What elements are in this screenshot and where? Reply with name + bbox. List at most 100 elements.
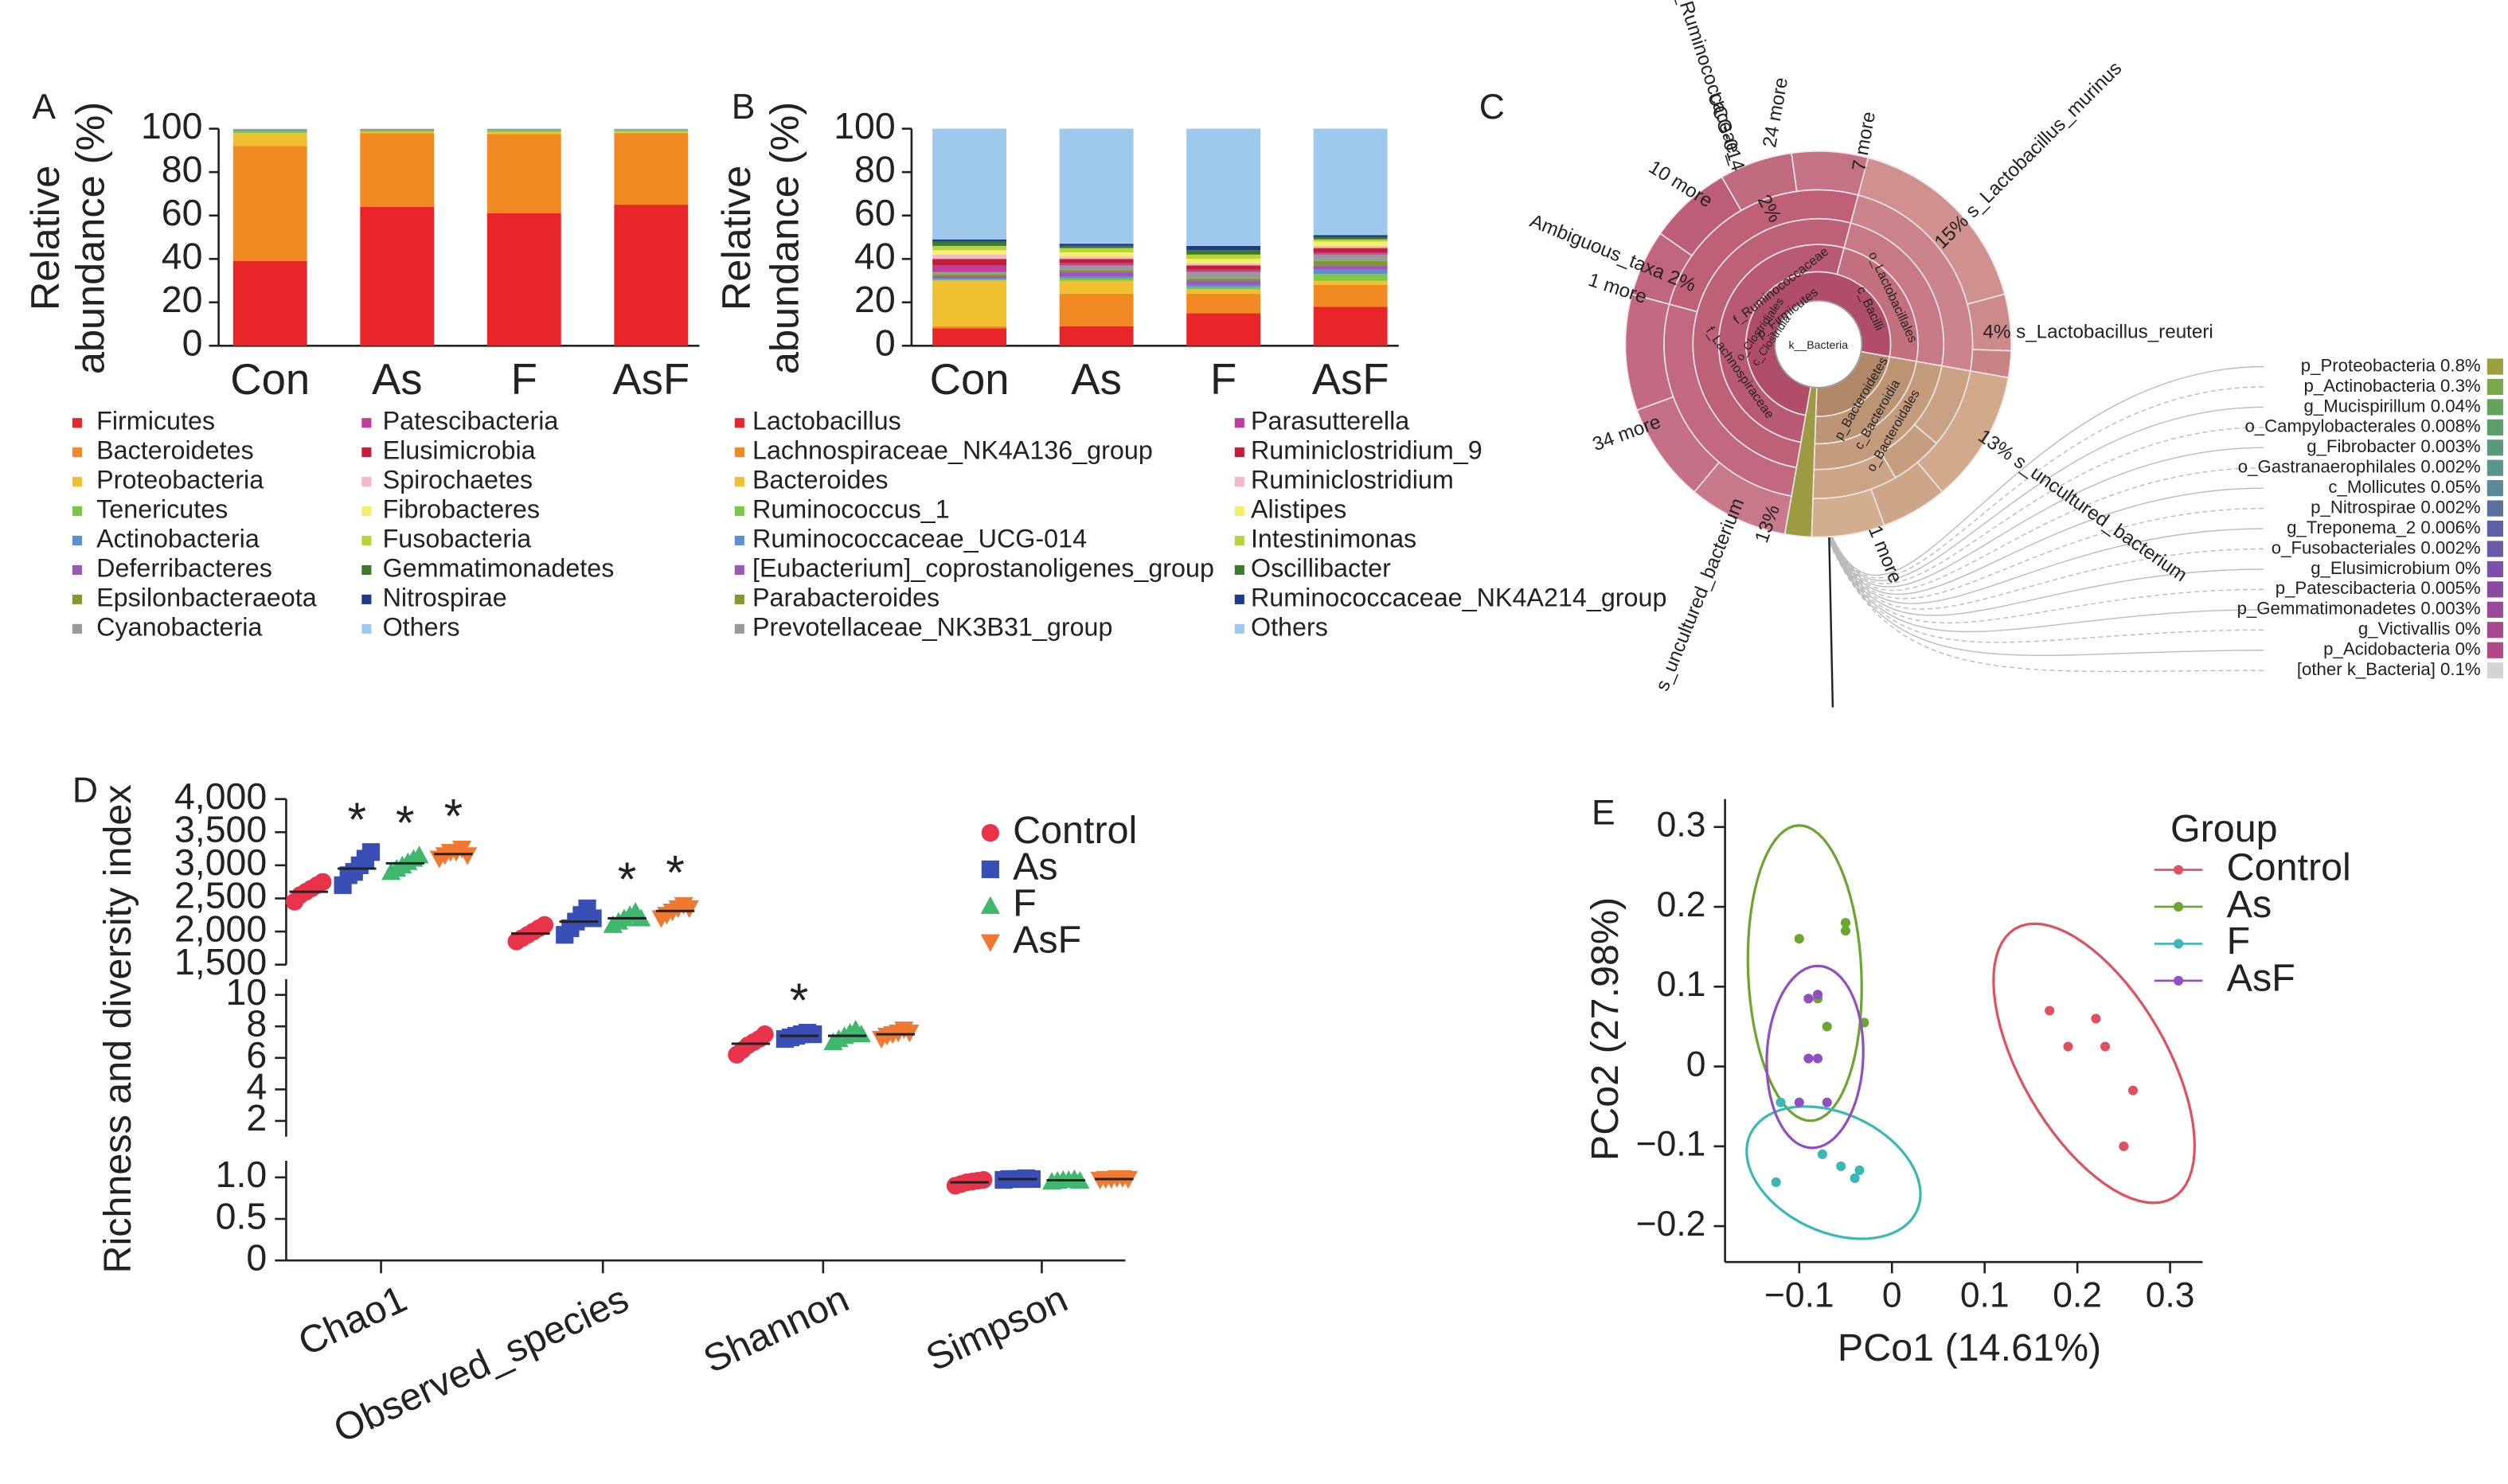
legend-label: Elusimicrobia bbox=[383, 436, 536, 465]
legend-label: Gemmatimonadetes bbox=[383, 553, 615, 582]
legend-swatch bbox=[734, 447, 744, 458]
legend-label: p_Patescibacteria 0.005% bbox=[2276, 578, 2481, 598]
y-tick-label: 8 bbox=[246, 1002, 267, 1044]
bar-segment bbox=[932, 241, 1007, 246]
legend-swatch bbox=[361, 623, 372, 634]
krona-label: 4% s_Lactobacillus_reuteri bbox=[1983, 322, 2213, 343]
y-tick-label: −0.2 bbox=[1636, 1205, 1706, 1244]
legend-swatch bbox=[361, 477, 372, 487]
legend-swatch bbox=[1234, 447, 1244, 458]
bar-segment bbox=[932, 245, 1007, 251]
confidence-ellipse bbox=[1746, 824, 1863, 1123]
bar-segment bbox=[232, 131, 307, 134]
bar-segment bbox=[1313, 239, 1388, 242]
bar-segment bbox=[932, 250, 1007, 255]
y-tick-label: 2,000 bbox=[174, 908, 267, 949]
legend-label: AsF bbox=[1013, 918, 1081, 961]
legend-swatch bbox=[734, 594, 744, 604]
data-point bbox=[1817, 1149, 1827, 1159]
legend-swatch bbox=[734, 418, 744, 428]
bar-segment bbox=[1059, 245, 1134, 248]
data-point bbox=[457, 847, 478, 865]
panel-label: B bbox=[732, 88, 756, 127]
x-tick-label: Con bbox=[930, 355, 1010, 404]
data-point bbox=[1850, 1173, 1860, 1184]
legend-swatch bbox=[734, 623, 744, 634]
data-point bbox=[1771, 1177, 1781, 1188]
legend-marker bbox=[2174, 901, 2184, 912]
bar-segment bbox=[1186, 263, 1261, 266]
data-point bbox=[1840, 926, 1851, 936]
legend-label: Parabacteroides bbox=[752, 583, 940, 611]
legend-label: p_Nitrospirae 0.002% bbox=[2311, 497, 2481, 517]
bar-segment bbox=[1059, 252, 1134, 257]
x-axis-label: PCo1 (14.61%) bbox=[1838, 1326, 2101, 1369]
bar-segment bbox=[1186, 287, 1261, 290]
legend-swatch bbox=[72, 477, 82, 487]
legend-swatch bbox=[361, 418, 372, 428]
legend-swatch bbox=[2487, 419, 2503, 435]
bar-segment bbox=[1186, 280, 1261, 285]
krona-label: 15% s_Lactobacillus_murinus bbox=[1931, 57, 2127, 253]
bar-segment bbox=[932, 259, 1007, 266]
legend-label: Nitrospirae bbox=[383, 583, 507, 611]
legend-label: Proteobacteria bbox=[96, 466, 264, 494]
y-tick-label: 1.0 bbox=[216, 1154, 268, 1195]
bar-segment bbox=[1059, 271, 1134, 277]
connector bbox=[1829, 447, 2264, 588]
legend-swatch bbox=[72, 447, 82, 458]
legend-swatch bbox=[1234, 477, 1244, 487]
bar-segment bbox=[232, 133, 307, 146]
bar-segment bbox=[1186, 271, 1261, 279]
data-point bbox=[2127, 1085, 2139, 1095]
legend-label: F bbox=[1013, 882, 1037, 925]
x-tick-label: F bbox=[511, 355, 537, 404]
bar-segment bbox=[360, 133, 435, 207]
bar-segment bbox=[932, 328, 1007, 346]
bar-segment bbox=[1313, 241, 1388, 246]
legend-label: Lactobacillus bbox=[752, 407, 901, 435]
bar-segment bbox=[614, 129, 689, 130]
bar-segment bbox=[1313, 284, 1388, 307]
y-tick-label: 0 bbox=[875, 322, 896, 364]
y-tick-label: 0.2 bbox=[1657, 885, 1706, 924]
legend-label: g_Elusimicrobium 0% bbox=[2311, 558, 2480, 578]
data-point bbox=[975, 1170, 993, 1189]
legend-swatch bbox=[1234, 594, 1244, 604]
krona-label: UCG-014 bbox=[1703, 90, 1748, 174]
bar-segment bbox=[614, 133, 689, 205]
bar-segment bbox=[1313, 128, 1388, 236]
bar-segment bbox=[1186, 293, 1261, 314]
y-tick-label: 100 bbox=[834, 105, 895, 146]
y-tick-label: 0 bbox=[182, 322, 203, 364]
data-point bbox=[1794, 1097, 1804, 1107]
bar-segment bbox=[932, 265, 1007, 272]
connector bbox=[1829, 467, 2264, 592]
legend-label: Control bbox=[1013, 809, 1137, 852]
legend-marker bbox=[980, 896, 1000, 914]
confidence-ellipse bbox=[1765, 964, 1865, 1150]
legend-label: AsF bbox=[2227, 957, 2295, 1000]
legend-label: Prevotellaceae_NK3B31_group bbox=[752, 612, 1112, 641]
legend-label: As bbox=[1013, 845, 1058, 888]
legend-swatch bbox=[2487, 399, 2503, 416]
significance: * bbox=[347, 792, 366, 846]
legend-swatch bbox=[734, 477, 744, 487]
y-tick-label: 2 bbox=[246, 1097, 267, 1138]
legend-label: Ruminiclostridium_9 bbox=[1251, 436, 1483, 465]
legend-label: Intestinimonas bbox=[1251, 525, 1416, 553]
y-axis-label: abundance (%) bbox=[762, 102, 807, 374]
legend-swatch bbox=[72, 418, 82, 428]
panel-label: A bbox=[32, 88, 56, 127]
bar-segment bbox=[932, 326, 1007, 329]
connector bbox=[1829, 539, 2264, 623]
panel-label: E bbox=[1592, 794, 1615, 833]
data-point bbox=[2063, 1041, 2073, 1052]
confidence-ellipse bbox=[1745, 1105, 1922, 1240]
y-tick-label: 60 bbox=[162, 192, 203, 233]
data-point bbox=[314, 873, 332, 891]
legend-swatch bbox=[2487, 662, 2503, 679]
data-point bbox=[756, 1025, 774, 1044]
legend-label: [other k_Bacteria] 0.1% bbox=[2297, 659, 2481, 679]
bar-segment bbox=[1313, 248, 1388, 253]
